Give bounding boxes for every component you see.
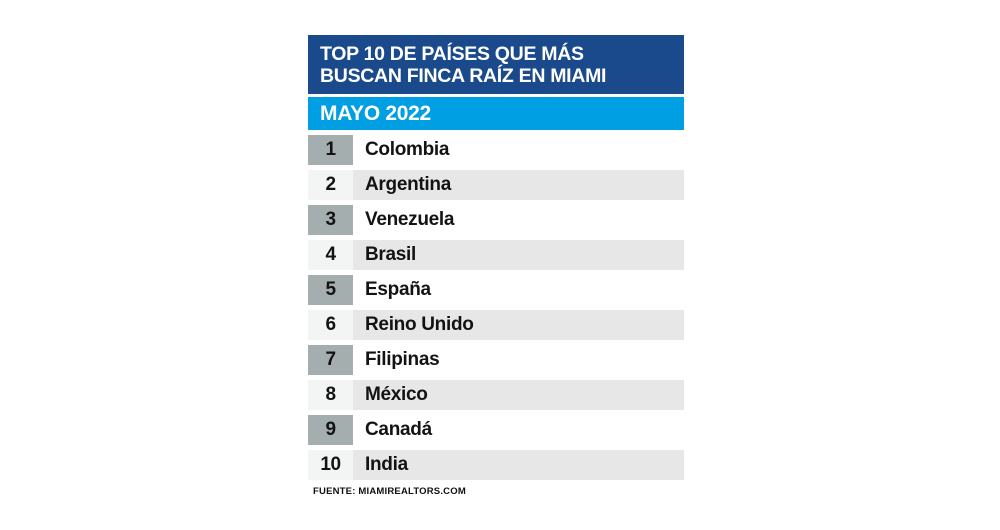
rank-number: 1	[308, 135, 353, 165]
country-name: Colombia	[353, 135, 684, 165]
rank-number: 5	[308, 275, 353, 305]
rank-number: 9	[308, 415, 353, 445]
rank-number: 4	[308, 240, 353, 270]
subtitle-label: MAYO 2022	[320, 102, 431, 125]
country-name: India	[353, 450, 684, 480]
title-bar: TOP 10 DE PAÍSES QUE MÁS BUSCAN FINCA RA…	[308, 35, 684, 94]
table-row: 7 Filipinas	[308, 345, 684, 375]
rank-number: 7	[308, 345, 353, 375]
source-note: FUENTE: MIAMIREALTORS.COM	[313, 486, 466, 497]
table-row: 10 India	[308, 450, 684, 480]
table-row: 3 Venezuela	[308, 205, 684, 235]
country-name: Reino Unido	[353, 310, 684, 340]
table-row: 4 Brasil	[308, 240, 684, 270]
country-name: Argentina	[353, 170, 684, 200]
country-name: Canadá	[353, 415, 684, 445]
country-name: Filipinas	[353, 345, 684, 375]
table-row: 9 Canadá	[308, 415, 684, 445]
rank-number: 10	[308, 450, 353, 480]
country-name: Venezuela	[353, 205, 684, 235]
country-name: Brasil	[353, 240, 684, 270]
title-line-1: TOP 10 DE PAÍSES QUE MÁS	[320, 43, 584, 65]
rank-number: 8	[308, 380, 353, 410]
table-row: 1 Colombia	[308, 135, 684, 165]
rank-number: 2	[308, 170, 353, 200]
table-row: 5 España	[308, 275, 684, 305]
subtitle-bar: MAYO 2022	[308, 97, 684, 130]
rank-number: 6	[308, 310, 353, 340]
country-name: México	[353, 380, 684, 410]
table-row: 2 Argentina	[308, 170, 684, 200]
ranking-list: 1 Colombia 2 Argentina 3 Venezuela 4 Bra…	[308, 135, 684, 480]
rank-number: 3	[308, 205, 353, 235]
country-name: España	[353, 275, 684, 305]
title-line-2: BUSCAN FINCA RAÍZ EN MIAMI	[320, 65, 607, 87]
table-row: 8 México	[308, 380, 684, 410]
ranking-infographic: TOP 10 DE PAÍSES QUE MÁS BUSCAN FINCA RA…	[308, 35, 684, 497]
table-row: 6 Reino Unido	[308, 310, 684, 340]
